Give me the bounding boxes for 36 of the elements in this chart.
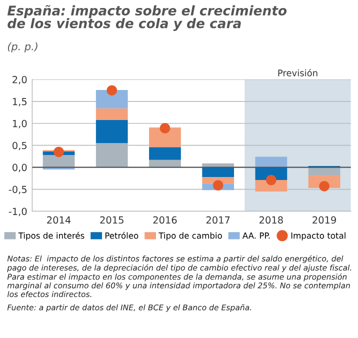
y-tick-label: -1,0 [8, 208, 27, 216]
bar [149, 160, 181, 168]
legend-label: AA. PP. [242, 232, 270, 239]
legend-label: Impacto total [291, 232, 346, 240]
bar [255, 156, 288, 168]
y-tick-label: 0,0 [12, 164, 27, 172]
bar [96, 90, 128, 108]
point [266, 174, 276, 186]
point [160, 123, 170, 134]
chart-subtitle: (p. p.) [8, 42, 38, 52]
x-tick-label: 2017 [206, 216, 230, 224]
x-tick-label: 2018 [260, 216, 283, 224]
y-tick-label: 1,0 [12, 120, 27, 128]
bar [149, 128, 181, 148]
bar [202, 167, 234, 177]
point [212, 180, 224, 190]
point [54, 146, 64, 158]
bar [96, 120, 128, 144]
bar [96, 108, 128, 120]
legend-label: Tipos de interés [18, 232, 84, 240]
y-tick-label: 2,0 [12, 76, 27, 84]
x-tick-label: 2014 [47, 216, 71, 224]
legend-label: Tipo de cambio [158, 232, 222, 240]
y-tick-label: 0,5 [12, 142, 27, 150]
x-tick-label: 2015 [100, 216, 124, 224]
band-label: Previsión [278, 69, 318, 76]
point [106, 85, 118, 96]
chart-title: España: impacto sobre el crecimiento de los vientos de cola y de cara [7, 5, 287, 31]
y-tick-label: 1,5 [12, 98, 27, 106]
bar [96, 143, 128, 168]
y-tick-label: -0,5 [8, 186, 27, 194]
bar [42, 155, 75, 168]
x-tick-label: 2019 [312, 216, 336, 224]
x-tick-label: 2016 [153, 216, 177, 224]
bar [149, 147, 181, 160]
legend-label: Petróleo [105, 232, 138, 239]
